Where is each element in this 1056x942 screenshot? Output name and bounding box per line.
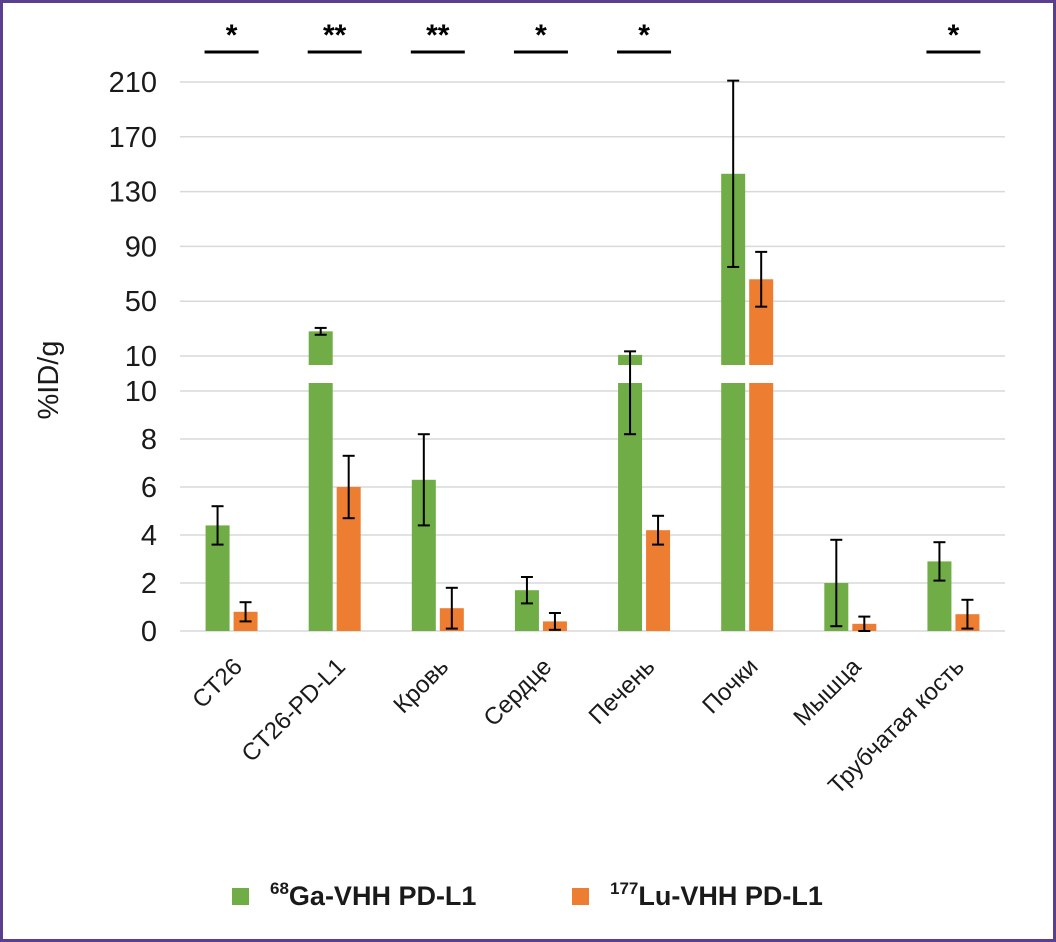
bars xyxy=(178,173,1007,632)
y-tick-label: 0 xyxy=(141,616,157,648)
y-tick-label: 6 xyxy=(141,472,157,504)
x-tick-label: CT26 xyxy=(187,653,248,714)
y-tick-label: 170 xyxy=(109,122,157,154)
legend-series-name: Lu-VHH PD-L1 xyxy=(638,881,823,911)
y-tick-label: 10 xyxy=(125,376,157,408)
bar xyxy=(749,279,774,631)
y-tick-label: 4 xyxy=(141,520,157,552)
legend-label: 177Lu-VHH PD-L1 xyxy=(610,879,823,911)
x-tick-label: Кровь xyxy=(388,653,454,719)
legend: 68Ga-VHH PD-L1 177Lu-VHH PD-L1 xyxy=(232,879,823,911)
x-tick-label: Почки xyxy=(697,653,763,719)
legend-label: 68Ga-VHH PD-L1 xyxy=(270,879,476,911)
gridlines xyxy=(180,81,1005,632)
significance-asterisk: * xyxy=(226,19,238,52)
significance-asterisk: * xyxy=(638,19,650,52)
significance-markers: * ** ** * * * xyxy=(204,19,981,54)
legend-isotope: 177 xyxy=(610,879,638,898)
significance-asterisk: ** xyxy=(426,19,450,52)
error-bars xyxy=(211,79,974,632)
y-tick-label: 50 xyxy=(125,286,157,318)
x-tick-label: Мышца xyxy=(788,653,867,732)
legend-swatch xyxy=(232,888,249,905)
legend-series-name: Ga-VHH PD-L1 xyxy=(289,881,477,911)
y-tick-label: 210 xyxy=(109,67,157,99)
x-tick-label: CT26-PD-L1 xyxy=(237,653,351,767)
y-tick-label: 2 xyxy=(141,568,157,600)
y-tick-label: 90 xyxy=(125,231,157,263)
legend-isotope: 68 xyxy=(270,879,289,898)
x-tick-label: Сердце xyxy=(478,653,557,732)
axis-break-gap xyxy=(178,365,1007,383)
y-axis-label: %ID/g xyxy=(33,341,65,420)
bar xyxy=(646,530,671,631)
x-tick-label: Печень xyxy=(584,653,661,730)
y-tick-label: 8 xyxy=(141,424,157,456)
significance-asterisk: * xyxy=(535,19,547,52)
significance-asterisk: * xyxy=(948,19,960,52)
legend-swatch xyxy=(572,888,589,905)
y-tick-label: 130 xyxy=(109,177,157,209)
y-tick-label: 10 xyxy=(125,341,157,373)
significance-asterisk: ** xyxy=(323,19,347,52)
